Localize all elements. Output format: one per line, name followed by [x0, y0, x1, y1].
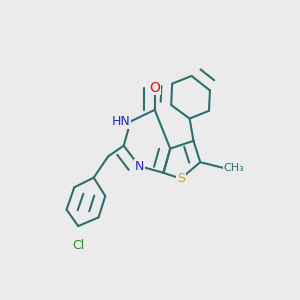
- Text: HN: HN: [112, 115, 130, 128]
- Text: CH₃: CH₃: [224, 163, 244, 173]
- Text: O: O: [149, 81, 160, 94]
- Text: N: N: [134, 160, 144, 172]
- Text: Cl: Cl: [72, 239, 84, 252]
- Text: S: S: [177, 172, 185, 185]
